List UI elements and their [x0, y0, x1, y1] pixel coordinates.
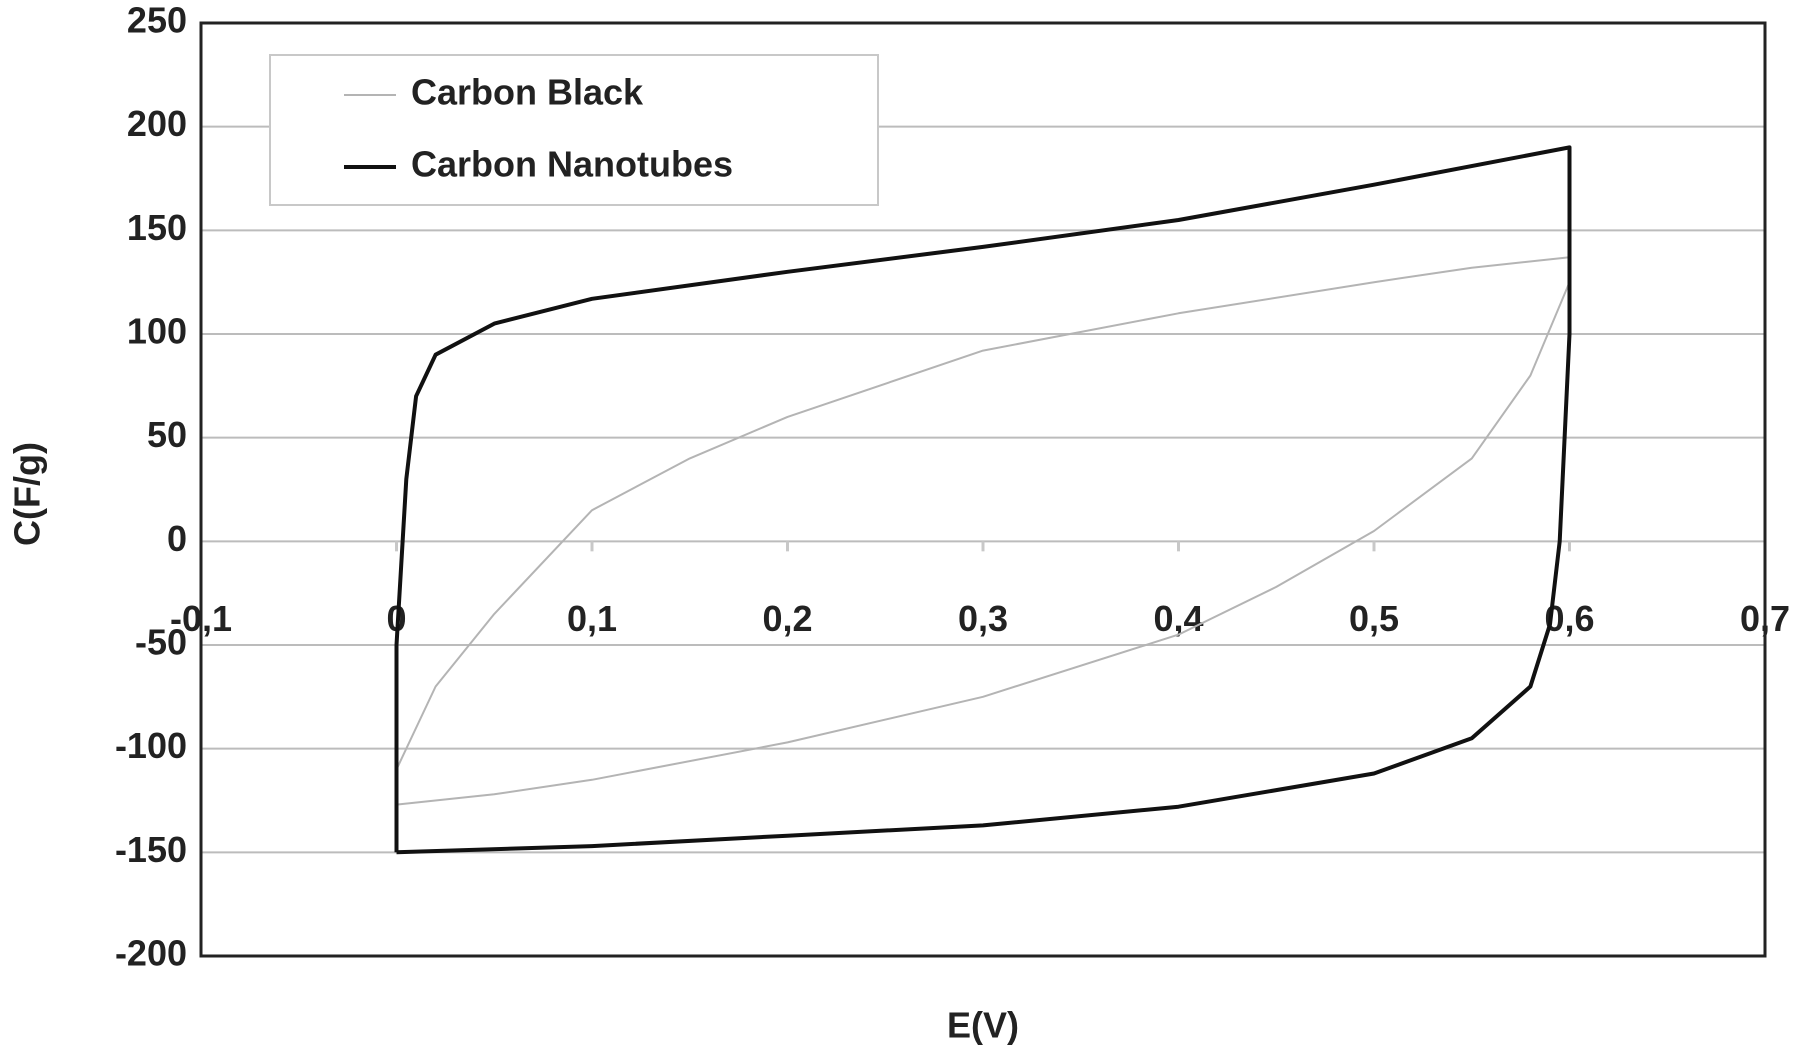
y-tick-label: 200: [127, 103, 187, 144]
y-tick-label: -100: [115, 725, 187, 766]
plot-frame: [199, 21, 1767, 958]
x-axis-title: E(V): [947, 1005, 1019, 1046]
series-line: [395, 256, 1571, 806]
x-tick-label: 0,2: [762, 598, 812, 639]
y-tick-label: 100: [127, 311, 187, 352]
legend-label: Carbon Nanotubes: [411, 144, 733, 185]
y-tick-label: 150: [127, 207, 187, 248]
x-tick-label: 0,1: [567, 598, 617, 639]
series-line: [394, 145, 1572, 855]
y-tick-label: 250: [127, 0, 187, 41]
legend-box: [269, 54, 879, 206]
x-tick-label: 0,3: [958, 598, 1008, 639]
y-tick-label: -150: [115, 829, 187, 870]
y-tick-label: -200: [115, 933, 187, 974]
y-tick-label: -50: [135, 622, 187, 663]
y-tick-label: 50: [147, 414, 187, 455]
y-axis-title: C(F/g): [7, 442, 48, 546]
legend-label: Carbon Black: [411, 72, 644, 113]
x-tick-label: 0,4: [1153, 598, 1203, 639]
y-tick-label: 0: [167, 518, 187, 559]
x-tick-label: 0,5: [1349, 598, 1399, 639]
